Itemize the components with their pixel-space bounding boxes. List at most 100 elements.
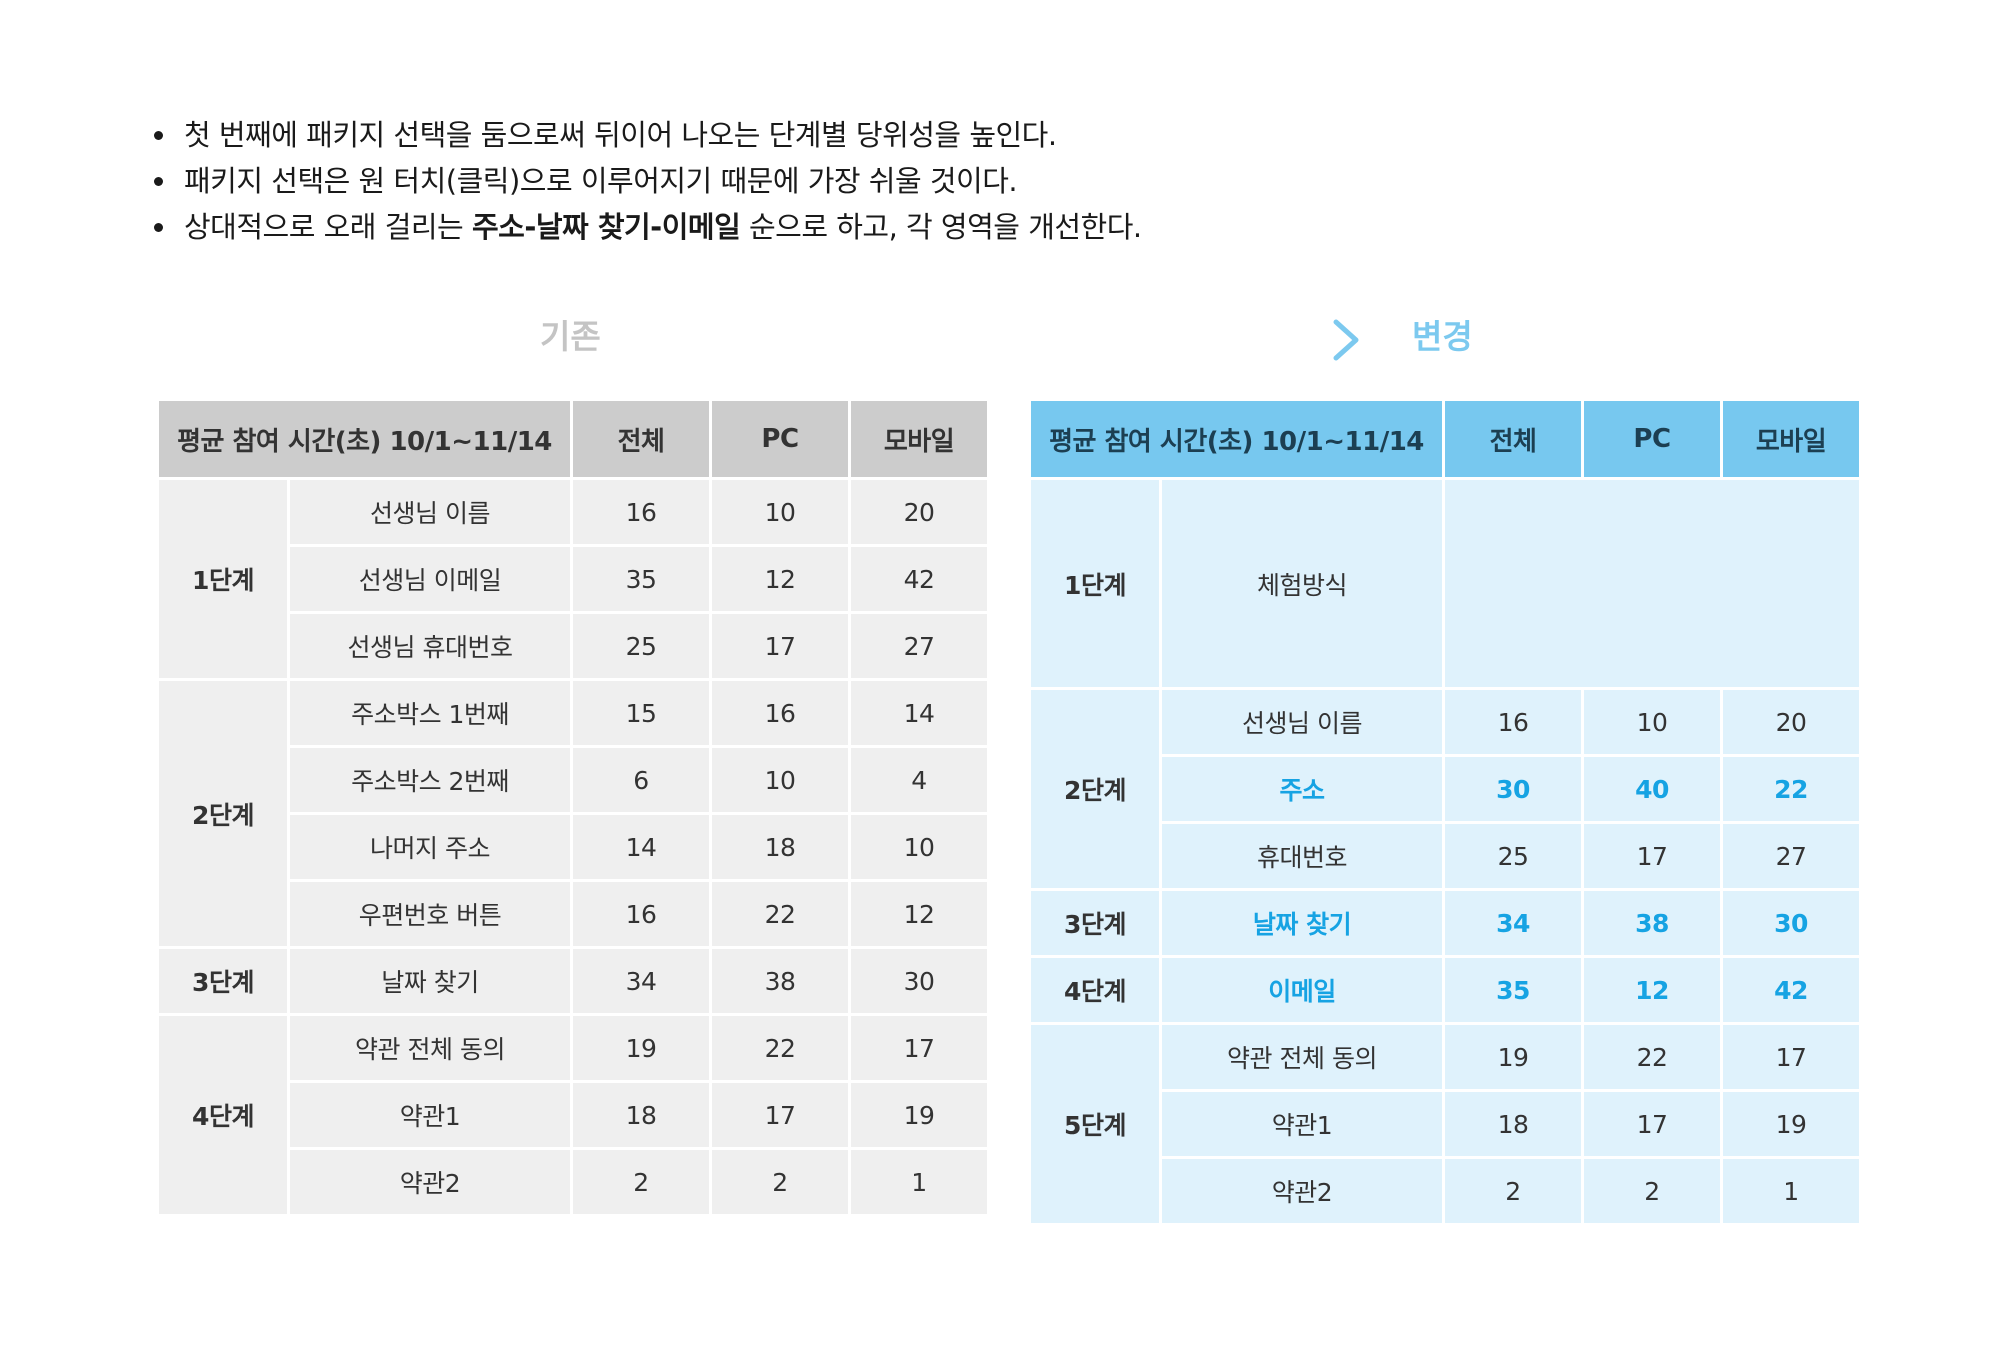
item-name: 선생님 이메일 (290, 547, 570, 611)
bullet-text: 패키지 선택은 원 터치(클릭)으로 이루어지기 때문에 가장 쉬울 것이다. (184, 164, 1018, 198)
value-pc: 17 (1584, 1092, 1720, 1156)
value-mobile: 19 (851, 1083, 987, 1147)
value-total: 25 (1445, 824, 1581, 888)
value-pc: 17 (712, 614, 848, 678)
value-pc: 22 (1584, 1025, 1720, 1089)
value-mobile: 4 (851, 748, 987, 812)
item-name: 약관 전체 동의 (1162, 1025, 1442, 1089)
summary-bullets: 첫 번째에 패키지 선택을 둠으로써 뒤이어 나오는 단계별 당위성을 높인다.… (150, 112, 1142, 250)
stage-label: 3단계 (1031, 891, 1159, 955)
stage-label: 5단계 (1031, 1025, 1159, 1223)
value-pc: 10 (712, 480, 848, 544)
after-label: 변경 (1412, 317, 1473, 356)
item-name: 약관1 (290, 1083, 570, 1147)
item-name: 날짜 찾기 (290, 949, 570, 1013)
value-total: 15 (573, 681, 709, 745)
bullet-item: 패키지 선택은 원 터치(클릭)으로 이루어지기 때문에 가장 쉬울 것이다. (150, 158, 1142, 204)
table-row: 약관2 2 2 1 (1031, 1159, 1859, 1223)
item-name-highlight: 주소 (1162, 757, 1442, 821)
bullet-text-post: 순으로 하고, 각 영역을 개선한다. (740, 210, 1142, 244)
table-row: 선생님 이메일 35 12 42 (159, 547, 987, 611)
value-total: 2 (1445, 1159, 1581, 1223)
value-mobile: 12 (851, 882, 987, 946)
bullet-text: 첫 번째에 패키지 선택을 둠으로써 뒤이어 나오는 단계별 당위성을 높인다. (184, 118, 1057, 152)
table-row: 2단계 주소박스 1번째 15 16 14 (159, 681, 987, 946)
value-mobile: 20 (1723, 690, 1859, 754)
value-mobile: 30 (851, 949, 987, 1013)
value-mobile: 14 (851, 681, 987, 745)
value-pc: 38 (1584, 891, 1720, 955)
table-row: 약관2 2 2 1 (159, 1150, 987, 1214)
value-pc: 2 (712, 1150, 848, 1214)
value-total: 16 (573, 882, 709, 946)
table-row: 1단계 선생님 이름 16 10 20 (159, 480, 987, 678)
item-name: 선생님 이름 (1162, 690, 1442, 754)
header-pc: PC (1584, 401, 1720, 477)
header-total: 전체 (573, 401, 709, 477)
header-period: 평균 참여 시간(초) 10/1~11/14 (1031, 401, 1442, 477)
value-pc: 12 (1584, 958, 1720, 1022)
value-total: 2 (573, 1150, 709, 1214)
value-empty (1445, 480, 1859, 687)
value-total: 35 (1445, 958, 1581, 1022)
table-header-row: 평균 참여 시간(초) 10/1~11/14 전체 PC 모바일 (1031, 401, 1859, 477)
value-mobile: 42 (851, 547, 987, 611)
table-row: 약관1 18 17 19 (159, 1083, 987, 1147)
table-row: 주소박스 2번째 6 10 4 (159, 748, 987, 812)
item-name: 우편번호 버튼 (290, 882, 570, 946)
value-mobile: 17 (851, 1016, 987, 1080)
value-total: 34 (573, 949, 709, 1013)
value-mobile: 20 (851, 480, 987, 544)
header-pc: PC (712, 401, 848, 477)
item-name: 선생님 휴대번호 (290, 614, 570, 678)
value-pc: 16 (712, 681, 848, 745)
before-label: 기존 (540, 317, 601, 356)
stage-label: 1단계 (1031, 480, 1159, 687)
value-pc: 22 (712, 882, 848, 946)
stage-label: 3단계 (159, 949, 287, 1013)
header-period: 평균 참여 시간(초) 10/1~11/14 (159, 401, 570, 477)
value-total: 25 (573, 614, 709, 678)
table-row: 4단계 이메일 35 12 42 (1031, 958, 1859, 1022)
stage-label: 4단계 (1031, 958, 1159, 1022)
value-total: 19 (573, 1016, 709, 1080)
header-total: 전체 (1445, 401, 1581, 477)
table-row: 주소 30 40 22 (1031, 757, 1859, 821)
item-name: 나머지 주소 (290, 815, 570, 879)
bullet-item: 상대적으로 오래 걸리는 주소-날짜 찾기-이메일 순으로 하고, 각 영역을 … (150, 204, 1142, 250)
table-row: 나머지 주소 14 18 10 (159, 815, 987, 879)
item-name: 휴대번호 (1162, 824, 1442, 888)
table-header-row: 평균 참여 시간(초) 10/1~11/14 전체 PC 모바일 (159, 401, 987, 477)
table-row: 선생님 휴대번호 25 17 27 (159, 614, 987, 678)
item-name: 약관 전체 동의 (290, 1016, 570, 1080)
value-total: 18 (573, 1083, 709, 1147)
value-pc: 38 (712, 949, 848, 1013)
item-name: 약관2 (290, 1150, 570, 1214)
value-mobile: 1 (1723, 1159, 1859, 1223)
after-table: 평균 참여 시간(초) 10/1~11/14 전체 PC 모바일 1단계 체험방… (1028, 398, 1862, 1226)
header-mobile: 모바일 (1723, 401, 1859, 477)
value-mobile: 17 (1723, 1025, 1859, 1089)
value-total: 14 (573, 815, 709, 879)
header-mobile: 모바일 (851, 401, 987, 477)
table-row: 약관1 18 17 19 (1031, 1092, 1859, 1156)
value-pc: 18 (712, 815, 848, 879)
value-total: 34 (1445, 891, 1581, 955)
table-row: 1단계 체험방식 (1031, 480, 1859, 687)
value-mobile: 10 (851, 815, 987, 879)
value-mobile: 27 (1723, 824, 1859, 888)
value-total: 6 (573, 748, 709, 812)
value-mobile: 22 (1723, 757, 1859, 821)
table-row: 우편번호 버튼 16 22 12 (159, 882, 987, 946)
value-pc: 40 (1584, 757, 1720, 821)
value-total: 16 (1445, 690, 1581, 754)
before-table: 평균 참여 시간(초) 10/1~11/14 전체 PC 모바일 1단계 선생님… (156, 398, 990, 1217)
value-pc: 22 (712, 1016, 848, 1080)
stage-label: 1단계 (159, 480, 287, 678)
arrow-right-icon (668, 319, 1359, 361)
value-mobile: 19 (1723, 1092, 1859, 1156)
value-mobile: 1 (851, 1150, 987, 1214)
value-total: 30 (1445, 757, 1581, 821)
bullet-text-bold: 주소-날짜 찾기-이메일 (471, 210, 741, 244)
stage-label: 4단계 (159, 1016, 287, 1214)
